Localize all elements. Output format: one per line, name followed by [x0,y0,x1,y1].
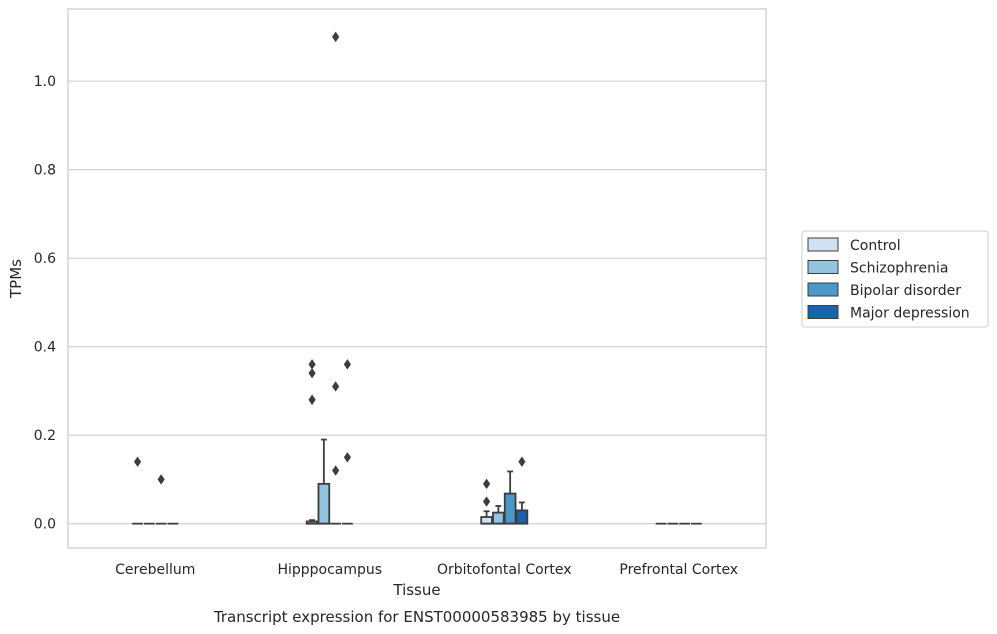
outlier-point [518,456,526,467]
legend-swatch [807,237,839,252]
box [480,516,493,525]
y-tick-label: 0.6 [34,251,56,267]
box-schizophrenia [317,438,331,525]
box-bipolar-disorder [155,474,167,525]
outlier-point [308,394,316,405]
outlier-point [133,456,142,467]
outlier-point [332,381,340,392]
legend: Control Schizophrenia Bipolar disorder Majo… [801,230,989,328]
y-tick-label: 0.4 [34,340,56,356]
box-bipolar-disorder [503,470,517,525]
box-bipolar-disorder [330,31,342,525]
box-schizophrenia [492,505,505,525]
y-tick-label: 0.2 [34,428,56,444]
outlier-point [308,359,316,370]
x-tick-label: Orbitofontal Cortex [437,562,572,578]
outlier-point [482,478,491,490]
box-control [132,456,143,525]
legend-label: Control [850,238,901,254]
box-control [480,478,493,525]
outlier-point [332,465,340,476]
box-control [305,359,319,525]
outlier-point [343,452,352,463]
x-axis-label: Tissue [392,581,440,599]
outlier-point [482,496,491,507]
box [317,482,331,525]
box-major-depression [342,359,353,525]
y-axis-label: TPMs [7,259,25,299]
legend-swatch [807,305,839,319]
legend-label: Bipolar disorder [850,283,961,299]
chart-caption: Transcript expression for ENST0000058398… [213,608,620,626]
outlier-point [343,359,352,370]
x-tick-label: Hipppocampus [277,562,382,578]
legend-swatch [807,282,839,297]
outlier-point [332,31,340,43]
outlier-point [157,474,165,485]
box-major-depression [515,456,529,525]
box [492,511,505,525]
outlier-point [308,368,316,379]
plot-frame [67,8,767,549]
legend-swatch [807,260,839,274]
x-tick-label: Prefrontal Cortex [619,562,738,578]
x-tick-labels: Cerebellum Hipppocampus Orbitofontal Corte… [115,562,738,578]
legend-label: Major depression [850,306,970,322]
y-tick-label: 0.0 [34,517,56,533]
box [503,492,517,525]
y-tick-label: 1.0 [34,74,56,90]
y-tick-labels: 0.0 0.2 0.4 0.6 0.8 1.0 [34,74,56,533]
legend-frame [801,230,989,328]
grid-lines [68,80,766,525]
legend-label: Schizophrenia [850,261,948,277]
x-tick-label: Cerebellum [115,562,195,578]
y-tick-label: 0.8 [34,163,56,179]
box [515,509,529,525]
boxes-layer [132,31,702,525]
